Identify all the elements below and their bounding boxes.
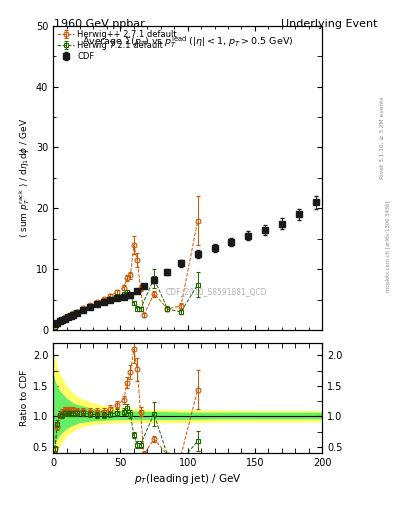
Text: mcplots.cern.ch [arXiv:1306.3436]: mcplots.cern.ch [arXiv:1306.3436] <box>386 200 391 291</box>
Legend: Herwig++ 2.7.1 default, Herwig 7.2.1 default, CDF: Herwig++ 2.7.1 default, Herwig 7.2.1 def… <box>55 28 178 62</box>
Y-axis label: Ratio to CDF: Ratio to CDF <box>20 370 29 426</box>
Text: Average $\Sigma(p_T)$ vs $p_T^{\rm lead}$ ($|\eta| < 1$, $p_T > 0.5$ GeV): Average $\Sigma(p_T)$ vs $p_T^{\rm lead}… <box>82 35 294 50</box>
X-axis label: $p_T$(leading jet) / GeV: $p_T$(leading jet) / GeV <box>134 472 242 486</box>
Text: Underlying Event: Underlying Event <box>281 19 377 29</box>
Text: CDF_2010_S8591881_QCD: CDF_2010_S8591881_QCD <box>166 287 268 296</box>
Text: 1960 GeV ppbar: 1960 GeV ppbar <box>54 19 145 29</box>
Y-axis label: $\langle$ sum $p_T^{\rm rack}$ $\rangle$ / d$\eta_1$d$\phi$ / GeV: $\langle$ sum $p_T^{\rm rack}$ $\rangle$… <box>17 118 32 238</box>
Text: Rivet 3.1.10, ≥ 3.2M events: Rivet 3.1.10, ≥ 3.2M events <box>380 97 384 180</box>
